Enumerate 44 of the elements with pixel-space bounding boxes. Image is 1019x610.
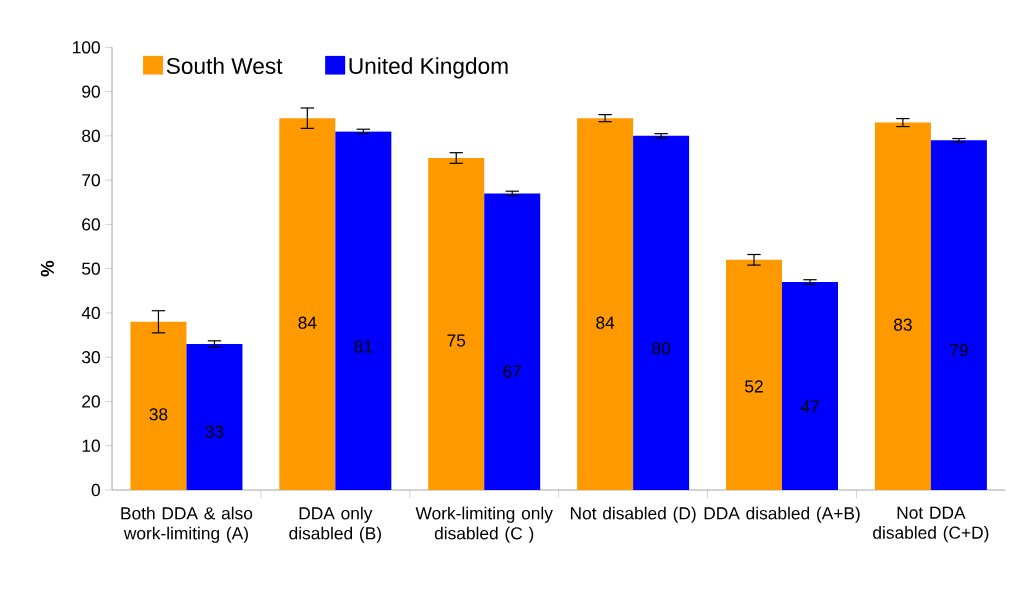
data-label: 84 — [596, 316, 615, 329]
bar — [186, 343, 243, 490]
legend-label: South West — [166, 57, 283, 75]
data-label: 47 — [800, 400, 819, 413]
bar — [335, 131, 392, 490]
y-tick-label: 80 — [82, 129, 100, 142]
y-tick-label: 70 — [82, 173, 100, 187]
x-tick-label: Work-limiting only disabled (C ) — [415, 506, 553, 543]
bar — [484, 193, 541, 490]
y-tick-label: 20 — [82, 395, 100, 408]
data-label: 84 — [298, 316, 317, 329]
data-label: 81 — [354, 340, 373, 353]
y-axis-title: % — [40, 260, 54, 277]
data-label: 38 — [149, 408, 168, 421]
data-label: 83 — [894, 318, 912, 331]
bar — [130, 321, 187, 490]
bar — [428, 158, 485, 490]
y-tick-label: 50 — [82, 262, 100, 275]
bar — [279, 118, 336, 490]
data-label: 79 — [950, 343, 968, 357]
bar — [633, 135, 690, 490]
bar — [930, 140, 987, 490]
x-tick-label: Both DDA & also work-limiting (A) — [121, 506, 253, 543]
legend-label: United Kingdom — [349, 57, 508, 79]
data-label: 67 — [503, 365, 521, 378]
bar — [577, 118, 634, 490]
data-label: 52 — [745, 380, 763, 393]
y-tick-label: 40 — [81, 306, 100, 320]
bar — [874, 122, 931, 490]
x-tick-label: DDA disabled (A+B) — [704, 506, 860, 523]
y-tick-label: 60 — [82, 218, 100, 231]
data-label: 33 — [205, 425, 224, 438]
x-tick-label: Not disabled (D) — [570, 506, 696, 523]
bar — [782, 281, 838, 490]
y-tick-label: 90 — [82, 85, 100, 98]
data-label: 75 — [447, 334, 466, 347]
y-tick-label: 100 — [73, 41, 100, 54]
y-tick-label: 10 — [82, 439, 100, 452]
bar — [726, 259, 782, 490]
y-tick-label: 30 — [82, 351, 100, 364]
y-tick-label: 0 — [91, 483, 100, 497]
x-tick-label: DDA only disabled (B) — [289, 506, 381, 543]
data-label: 80 — [652, 342, 671, 355]
x-tick-label: Not DDA disabled (C+D) — [873, 506, 989, 543]
